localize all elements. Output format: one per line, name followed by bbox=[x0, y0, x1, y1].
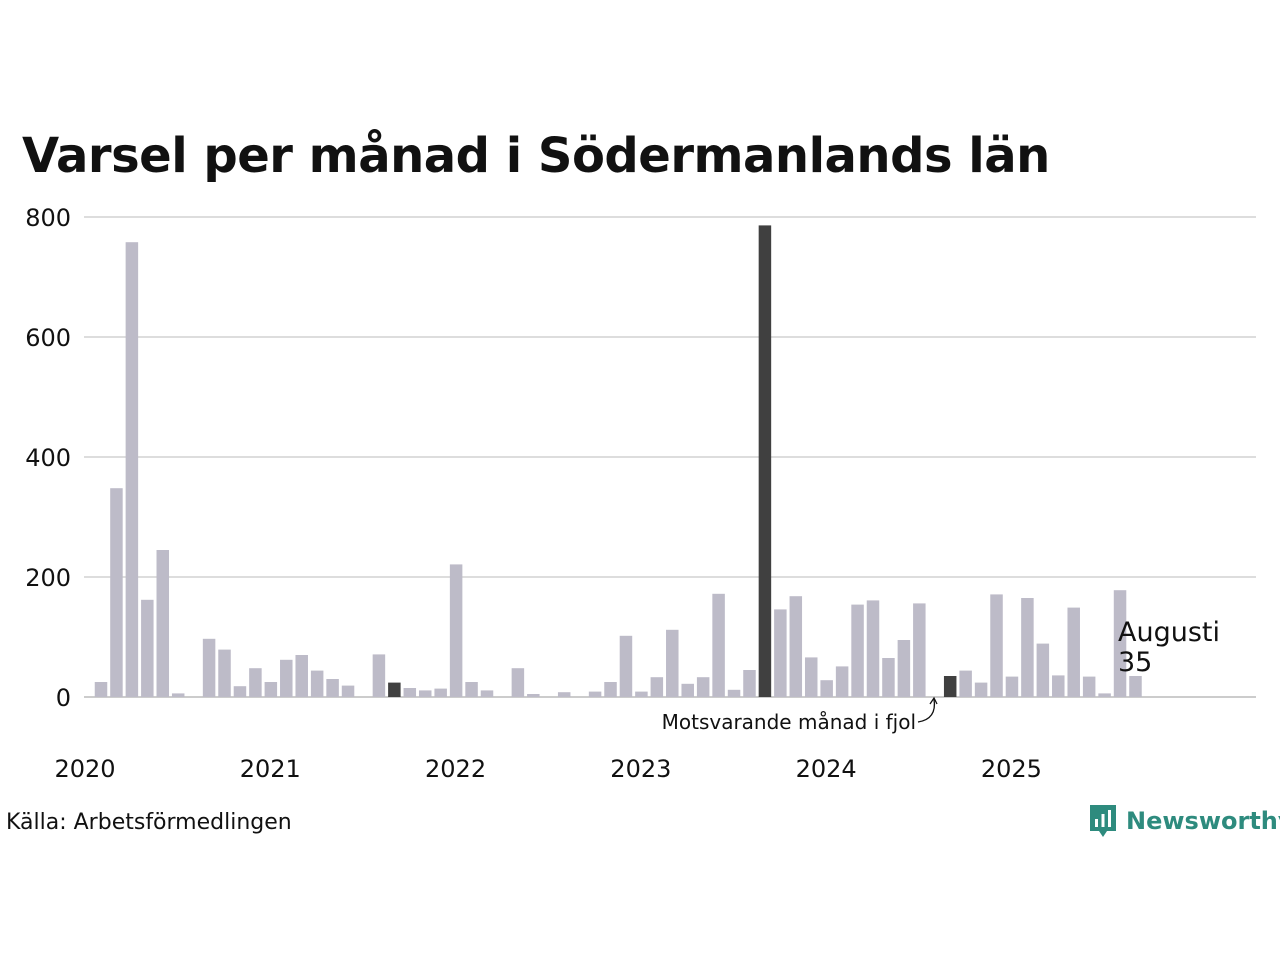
bar bbox=[743, 670, 756, 697]
bar bbox=[341, 685, 355, 697]
bar bbox=[1113, 590, 1127, 697]
bar bbox=[681, 683, 694, 697]
current-month-label: Augusti bbox=[1118, 617, 1220, 648]
bar bbox=[1067, 607, 1080, 697]
bar bbox=[141, 599, 154, 697]
bar bbox=[171, 693, 185, 697]
bar bbox=[635, 691, 648, 697]
bar bbox=[974, 682, 988, 697]
bar bbox=[959, 670, 972, 697]
bar bbox=[851, 604, 864, 697]
x-tick-label: 2023 bbox=[610, 755, 671, 783]
previous-year-arrow bbox=[917, 698, 936, 723]
bar bbox=[1021, 598, 1034, 697]
bar bbox=[588, 691, 602, 697]
bar bbox=[527, 694, 540, 697]
bar bbox=[1005, 676, 1019, 697]
bar bbox=[280, 659, 293, 697]
bar bbox=[110, 488, 123, 697]
x-tick-label: 2025 bbox=[981, 755, 1042, 783]
y-tick-label: 600 bbox=[25, 324, 71, 352]
bar bbox=[1098, 693, 1111, 697]
bar bbox=[434, 688, 447, 697]
bar bbox=[125, 242, 139, 697]
bar bbox=[1129, 676, 1142, 697]
chart-title: Varsel per månad i Södermanlands län bbox=[22, 128, 1050, 184]
bar bbox=[866, 600, 880, 697]
y-tick-label: 800 bbox=[25, 204, 71, 232]
previous-year-arrowhead bbox=[929, 696, 938, 705]
y-axis-ticks: 0 200 400 600 800 bbox=[25, 204, 71, 712]
bar bbox=[666, 629, 679, 697]
annotations: Augusti 35 Motsvarande månad i fjol bbox=[662, 617, 1220, 734]
bar bbox=[604, 682, 617, 697]
bar bbox=[511, 668, 525, 697]
bar bbox=[480, 690, 494, 697]
bar-previous-year bbox=[758, 225, 772, 697]
bar bbox=[264, 682, 278, 697]
bar bbox=[820, 680, 833, 697]
bar bbox=[913, 603, 926, 697]
bar bbox=[295, 655, 308, 697]
bar bbox=[789, 596, 803, 697]
bar bbox=[94, 682, 108, 697]
bar bbox=[1036, 643, 1050, 697]
bar bbox=[650, 677, 664, 697]
bar bbox=[310, 670, 324, 697]
bar bbox=[465, 682, 478, 697]
bar bbox=[449, 564, 463, 697]
bar bbox=[557, 692, 571, 697]
gridlines bbox=[84, 216, 1256, 698]
current-value-label: 35 bbox=[1118, 647, 1152, 678]
brand-name: Newsworthy bbox=[1126, 807, 1280, 835]
bar bbox=[233, 686, 247, 697]
bar bbox=[774, 609, 787, 697]
bars bbox=[94, 225, 1142, 697]
y-tick-label: 400 bbox=[25, 444, 71, 472]
bar bbox=[418, 690, 432, 697]
bar bbox=[1052, 675, 1065, 697]
previous-year-label: Motsvarande månad i fjol bbox=[662, 710, 916, 734]
bar bbox=[882, 658, 895, 697]
bar bbox=[696, 677, 710, 697]
brand-logo: Newsworthy bbox=[1088, 803, 1280, 839]
bar bbox=[403, 688, 417, 697]
newsworthy-logo-icon bbox=[1090, 805, 1116, 837]
x-tick-label: 2024 bbox=[796, 755, 857, 783]
bar-previous-year bbox=[943, 676, 957, 697]
x-tick-label: 2021 bbox=[240, 755, 301, 783]
bar bbox=[897, 640, 911, 697]
source-note: Källa: Arbetsförmedlingen bbox=[6, 810, 292, 835]
bar bbox=[619, 635, 633, 697]
bar bbox=[1082, 676, 1096, 697]
bar bbox=[249, 668, 262, 697]
x-axis-ticks: 2020 2021 2022 2023 2024 2025 bbox=[54, 755, 1041, 783]
bar bbox=[712, 593, 725, 697]
bar bbox=[202, 638, 216, 697]
bar bbox=[727, 689, 741, 697]
bar bbox=[218, 649, 231, 697]
bar bbox=[835, 666, 849, 697]
bar bbox=[156, 550, 170, 697]
bar bbox=[372, 654, 386, 697]
x-tick-label: 2022 bbox=[425, 755, 486, 783]
y-tick-label: 0 bbox=[56, 684, 71, 712]
bar-previous-year bbox=[388, 682, 401, 697]
bar bbox=[804, 657, 818, 697]
bar bbox=[990, 594, 1003, 697]
y-tick-label: 200 bbox=[25, 564, 71, 592]
x-tick-label: 2020 bbox=[54, 755, 115, 783]
bar bbox=[326, 679, 339, 697]
